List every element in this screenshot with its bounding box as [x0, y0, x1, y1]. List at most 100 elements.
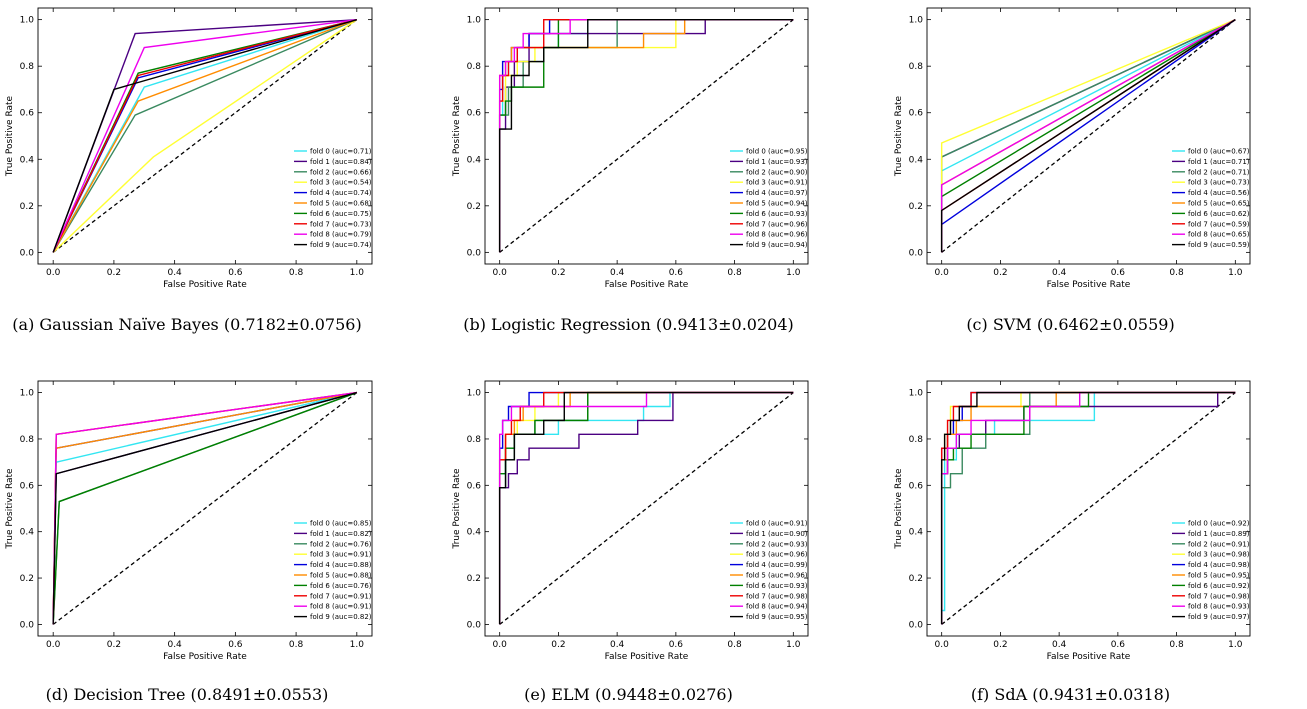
- legend-label-fold-1: fold 1 (auc=0.71): [1188, 158, 1250, 166]
- legend-label-fold-1: fold 1 (auc=0.93): [746, 158, 808, 166]
- y-tick-label: 0.0: [20, 248, 35, 258]
- x-axis-label: False Positive Rate: [605, 280, 689, 290]
- x-axis-label: False Positive Rate: [163, 652, 247, 662]
- legend-label-fold-7: fold 7 (auc=0.98): [1188, 592, 1250, 600]
- y-axis-label: True Positive Rate: [894, 95, 904, 177]
- legend-label-fold-4: fold 4 (auc=0.99): [746, 561, 808, 569]
- y-tick-label: 0.6: [20, 109, 35, 119]
- legend-label-fold-4: fold 4 (auc=0.97): [746, 189, 808, 197]
- y-axis-label: True Positive Rate: [452, 468, 462, 550]
- roc-panel-3: 0.0 0.0 0.2 0.2 0.4 0.4 0.6 0.6 0.8 0.8 1.0 1.0 Fals…: [5, 380, 373, 704]
- x-tick-label: 0.8: [727, 640, 742, 650]
- roc-panel-0: 0.0 0.0 0.2 0.2 0.4 0.4 0.6 0.6 0.8 0.8 1.0 1.0 Fals…: [5, 7, 373, 334]
- legend-label-fold-0: fold 0 (auc=0.92): [1188, 520, 1250, 528]
- roc-curve-fold-9: [940, 391, 1236, 625]
- axes-frame: [37, 380, 373, 637]
- legend-label-fold-7: fold 7 (auc=0.59): [1188, 220, 1250, 228]
- chance-diagonal: [499, 392, 794, 625]
- y-tick-label: 0.4: [20, 155, 35, 165]
- roc-curve-fold-9: [940, 19, 1236, 253]
- legend-label-fold-9: fold 9 (auc=0.95): [746, 613, 808, 621]
- axes-frame: [926, 7, 1251, 265]
- roc-curve-fold-9: [52, 391, 358, 625]
- legend-label-fold-0: fold 0 (auc=0.85): [310, 520, 372, 528]
- legend-label-fold-8: fold 8 (auc=0.93): [1188, 603, 1250, 611]
- legend-label-fold-8: fold 8 (auc=0.96): [746, 231, 808, 239]
- legend-label-fold-6: fold 6 (auc=0.92): [1188, 582, 1250, 590]
- x-tick-label: 0.6: [1111, 268, 1126, 278]
- x-tick-label: 0.8: [1169, 640, 1184, 650]
- y-tick-label: 0.8: [20, 62, 35, 72]
- legend-label-fold-8: fold 8 (auc=0.94): [746, 603, 808, 611]
- x-tick-label: 1.0: [1228, 640, 1243, 650]
- panel-caption: (c) SVM (0.6462±0.0559): [966, 315, 1174, 334]
- x-tick-label: 0.0: [935, 640, 950, 650]
- y-tick-label: 0.2: [467, 574, 481, 584]
- x-tick-label: 0.2: [551, 640, 565, 650]
- x-axis-label: False Positive Rate: [163, 280, 247, 290]
- legend-label-fold-2: fold 2 (auc=0.93): [746, 540, 808, 548]
- legend-label-fold-7: fold 7 (auc=0.73): [310, 220, 372, 228]
- panel-caption: (d) Decision Tree (0.8491±0.0553): [46, 685, 329, 704]
- x-tick-label: 1.0: [350, 268, 365, 278]
- legend-label-fold-4: fold 4 (auc=0.88): [310, 561, 372, 569]
- x-tick-label: 0.4: [610, 640, 625, 650]
- x-tick-label: 0.0: [493, 268, 508, 278]
- x-tick-label: 0.2: [107, 640, 121, 650]
- legend-label-fold-4: fold 4 (auc=0.56): [1188, 189, 1250, 197]
- y-tick-label: 1.0: [467, 389, 482, 399]
- x-tick-label: 0.0: [46, 640, 61, 650]
- y-tick-label: 0.8: [909, 435, 924, 445]
- roc-curve-fold-8: [498, 391, 794, 625]
- y-tick-label: 0.0: [909, 620, 924, 630]
- y-tick-label: 1.0: [20, 389, 35, 399]
- y-tick-label: 0.4: [467, 155, 482, 165]
- panel-caption: (e) ELM (0.9448±0.0276): [524, 685, 733, 704]
- roc-panel-4: 0.0 0.0 0.2 0.2 0.4 0.4 0.6 0.6 0.8 0.8 1.0 1.0 Fals…: [452, 380, 809, 704]
- legend-label-fold-6: fold 6 (auc=0.76): [310, 582, 372, 590]
- panel-caption: (b) Logistic Regression (0.9413±0.0204): [463, 315, 794, 334]
- plot-area: [498, 391, 794, 625]
- y-axis-label: True Positive Rate: [894, 468, 904, 550]
- legend-label-fold-9: fold 9 (auc=0.97): [1188, 613, 1250, 621]
- legend-label-fold-3: fold 3 (auc=0.54): [310, 179, 372, 187]
- x-tick-label: 0.2: [551, 268, 565, 278]
- legend-label-fold-5: fold 5 (auc=0.88): [310, 572, 372, 580]
- x-tick-label: 0.4: [167, 268, 182, 278]
- legend-label-fold-1: fold 1 (auc=0.84): [310, 158, 372, 166]
- legend-label-fold-4: fold 4 (auc=0.98): [1188, 561, 1250, 569]
- legend-label-fold-2: fold 2 (auc=0.90): [746, 168, 808, 176]
- x-tick-label: 0.6: [228, 640, 243, 650]
- legend-label-fold-4: fold 4 (auc=0.74): [310, 189, 372, 197]
- legend-label-fold-2: fold 2 (auc=0.71): [1188, 168, 1250, 176]
- y-tick-label: 0.6: [909, 109, 924, 119]
- y-axis-label: True Positive Rate: [5, 468, 15, 550]
- legend-label-fold-2: fold 2 (auc=0.91): [1188, 540, 1250, 548]
- y-tick-label: 0.2: [20, 202, 34, 212]
- y-tick-label: 0.8: [20, 435, 35, 445]
- x-tick-label: 0.8: [727, 268, 742, 278]
- x-tick-label: 0.8: [1169, 268, 1184, 278]
- x-tick-label: 0.4: [167, 640, 182, 650]
- y-tick-label: 0.4: [467, 528, 482, 538]
- y-tick-label: 0.2: [20, 574, 34, 584]
- x-tick-label: 0.8: [289, 640, 304, 650]
- x-tick-label: 1.0: [786, 268, 801, 278]
- legend-label-fold-3: fold 3 (auc=0.98): [1188, 551, 1250, 559]
- x-tick-label: 0.2: [993, 268, 1007, 278]
- legend-label-fold-3: fold 3 (auc=0.91): [310, 551, 372, 559]
- roc-curve-fold-8: [940, 391, 1236, 625]
- axes-frame: [484, 380, 809, 637]
- x-tick-label: 0.6: [228, 268, 243, 278]
- x-tick-label: 0.0: [46, 268, 61, 278]
- y-tick-label: 0.4: [909, 155, 924, 165]
- x-tick-label: 0.8: [289, 268, 304, 278]
- roc-curve-fold-9: [52, 18, 358, 253]
- y-tick-label: 1.0: [20, 16, 35, 26]
- legend-label-fold-9: fold 9 (auc=0.59): [1188, 241, 1250, 249]
- y-tick-label: 0.6: [467, 109, 482, 119]
- y-tick-label: 1.0: [909, 16, 924, 26]
- chance-diagonal: [52, 392, 358, 625]
- legend-label-fold-0: fold 0 (auc=0.91): [746, 520, 808, 528]
